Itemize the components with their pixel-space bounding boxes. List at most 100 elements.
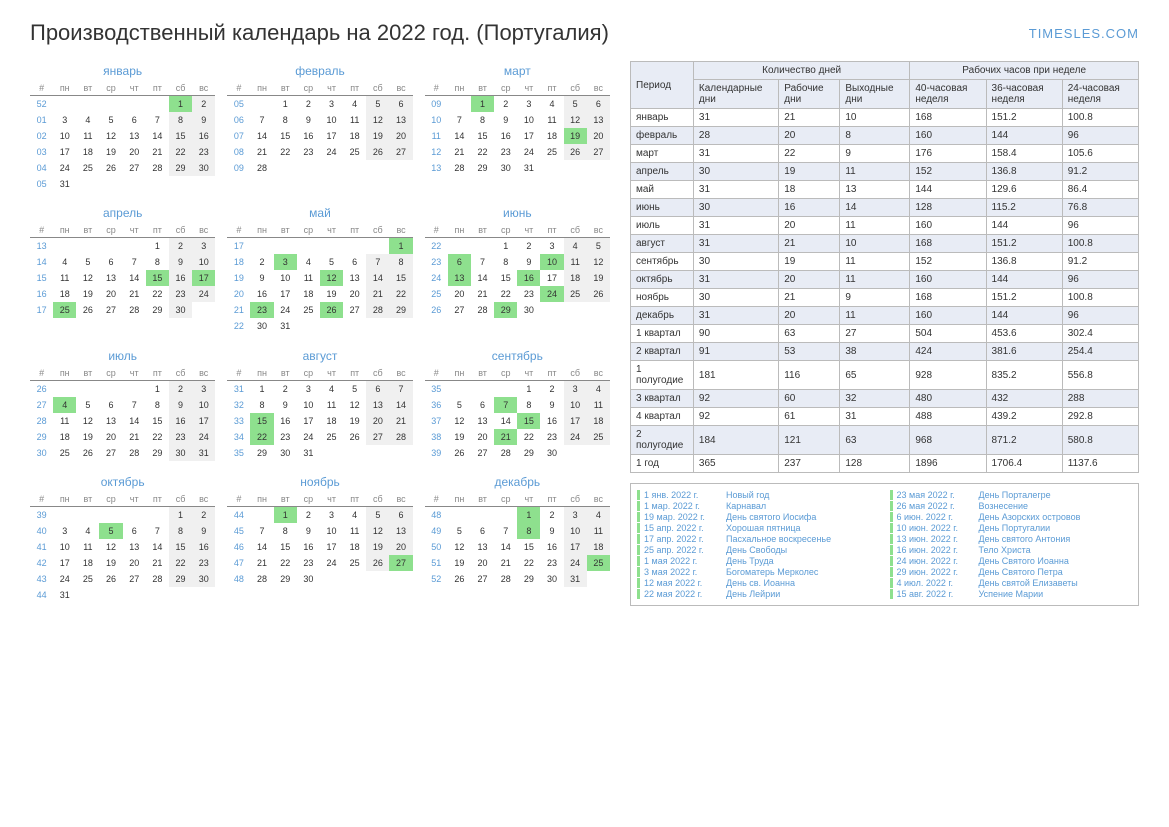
day-cell: 18 — [53, 286, 76, 302]
day-cell: 18 — [343, 128, 366, 144]
day-cell: 9 — [250, 270, 273, 286]
day-cell: 4 — [564, 238, 587, 255]
day-cell: 9 — [517, 254, 540, 270]
month-name: август — [227, 346, 412, 366]
day-cell: 6 — [389, 96, 412, 113]
day-cell: 1 — [274, 96, 297, 113]
day-cell: 27 — [471, 571, 494, 587]
day-cell: 7 — [123, 397, 146, 413]
day-cell: 13 — [343, 270, 366, 286]
week-number: 14 — [30, 254, 53, 270]
day-cell: 28 — [250, 571, 273, 587]
holiday-item: 16 июн. 2022 г.Тело Христа — [890, 545, 1133, 555]
dow-header: вс — [587, 81, 610, 96]
dow-header: сб — [366, 223, 389, 238]
week-number: 05 — [227, 96, 250, 113]
holiday-date: 1 мая 2022 г. — [644, 556, 722, 566]
day-cell: 13 — [366, 397, 389, 413]
week-number: 35 — [227, 445, 250, 461]
day-cell: 22 — [250, 429, 273, 445]
day-cell: 17 — [274, 286, 297, 302]
day-cell: 8 — [471, 112, 494, 128]
col-h40: 40-часовая неделя — [910, 80, 986, 109]
week-number: 23 — [425, 254, 448, 270]
day-cell — [471, 380, 494, 397]
week-number: 09 — [227, 160, 250, 176]
stats-row: октябрь31201116014496 — [631, 271, 1139, 289]
day-cell — [320, 571, 343, 587]
week-number: 43 — [30, 571, 53, 587]
day-cell — [448, 506, 471, 523]
holiday-item: 1 янв. 2022 г.Новый год — [637, 490, 880, 500]
week-number: 19 — [227, 270, 250, 286]
day-cell: 21 — [494, 555, 517, 571]
day-cell: 7 — [250, 112, 273, 128]
dow-header: ср — [494, 492, 517, 507]
day-cell: 14 — [123, 413, 146, 429]
day-cell — [123, 238, 146, 255]
week-number: 31 — [227, 380, 250, 397]
week-number: 51 — [425, 555, 448, 571]
week-number: 18 — [227, 254, 250, 270]
day-cell: 21 — [366, 286, 389, 302]
dow-header: чт — [123, 492, 146, 507]
dow-header: вс — [192, 81, 215, 96]
day-cell — [389, 571, 412, 587]
day-cell: 16 — [297, 128, 320, 144]
brand-link[interactable]: TIMESLES.COM — [1029, 26, 1139, 41]
day-cell — [320, 160, 343, 176]
day-cell: 8 — [250, 397, 273, 413]
day-cell — [366, 160, 389, 176]
day-cell: 14 — [250, 128, 273, 144]
day-cell — [146, 587, 169, 603]
stats-row: сентябрь301911152136.891.2 — [631, 253, 1139, 271]
month-name: июль — [30, 346, 215, 366]
dow-header: вт — [76, 366, 99, 381]
dow-header: сб — [564, 366, 587, 381]
day-cell: 17 — [320, 128, 343, 144]
day-cell: 10 — [564, 397, 587, 413]
day-cell: 3 — [192, 380, 215, 397]
dow-header: ср — [99, 81, 122, 96]
day-cell: 10 — [274, 270, 297, 286]
day-cell — [343, 160, 366, 176]
day-cell: 4 — [587, 380, 610, 397]
dow-header: вс — [192, 223, 215, 238]
day-cell: 18 — [76, 555, 99, 571]
month-name: май — [227, 203, 412, 223]
day-cell: 19 — [343, 413, 366, 429]
day-cell: 2 — [169, 380, 192, 397]
day-cell: 24 — [320, 144, 343, 160]
dow-header: # — [425, 366, 448, 381]
day-cell — [123, 506, 146, 523]
day-cell — [250, 238, 273, 255]
stats-row: май311813144129.686.4 — [631, 181, 1139, 199]
day-cell: 16 — [192, 128, 215, 144]
day-cell: 8 — [169, 523, 192, 539]
month-name: январь — [30, 61, 215, 81]
dow-header: пн — [448, 366, 471, 381]
day-cell: 5 — [366, 96, 389, 113]
dow-header: пн — [250, 492, 273, 507]
day-cell: 26 — [587, 286, 610, 302]
day-cell: 25 — [540, 144, 563, 160]
day-cell: 22 — [146, 286, 169, 302]
day-cell: 18 — [587, 539, 610, 555]
day-cell — [389, 318, 412, 334]
day-cell: 6 — [389, 506, 412, 523]
day-cell: 15 — [517, 539, 540, 555]
dow-header: чт — [517, 81, 540, 96]
holiday-mark-icon — [637, 556, 640, 566]
day-cell: 3 — [320, 506, 343, 523]
holiday-name: День святого Иосифа — [726, 512, 816, 522]
day-cell — [587, 302, 610, 318]
day-cell — [192, 587, 215, 603]
week-number: 41 — [30, 539, 53, 555]
dow-header: # — [30, 223, 53, 238]
day-cell: 5 — [448, 397, 471, 413]
day-cell: 6 — [366, 380, 389, 397]
holiday-mark-icon — [890, 512, 893, 522]
dow-header: пт — [146, 366, 169, 381]
week-number: 52 — [30, 96, 53, 113]
dow-header: вс — [192, 492, 215, 507]
